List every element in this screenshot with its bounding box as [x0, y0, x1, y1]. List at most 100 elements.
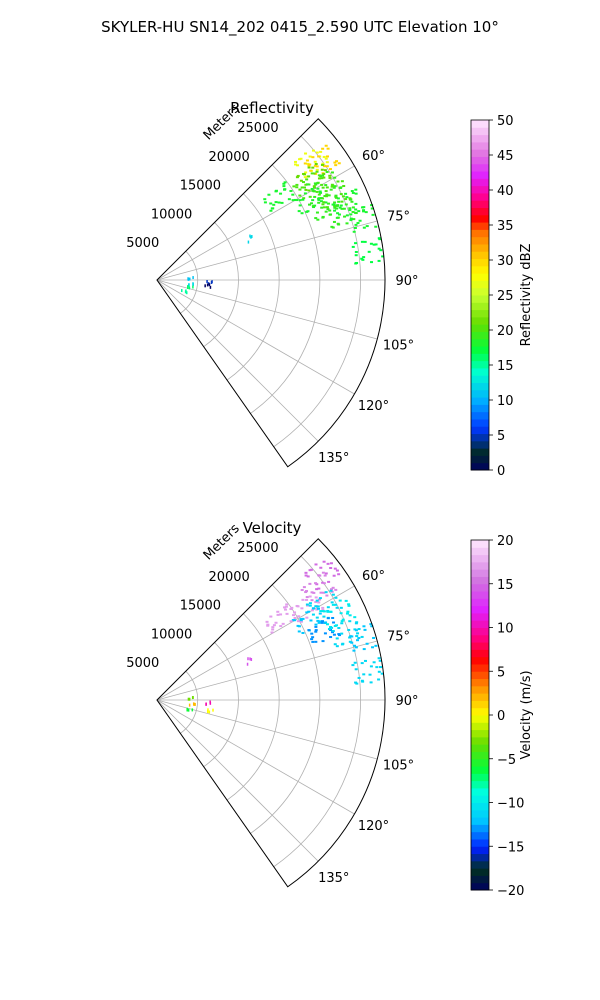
echo-pixel: [320, 163, 324, 166]
echo-pixel: [340, 207, 344, 210]
echo-pixel: [357, 628, 361, 631]
echo-pixel: [320, 168, 324, 171]
echo-pixel: [305, 616, 309, 619]
colorbar-segment: [471, 127, 489, 136]
radius-tick-label: 10000: [151, 207, 192, 222]
echo-pixel: [360, 635, 364, 638]
echo-pixel: [322, 155, 326, 158]
colorbar-segment: [471, 583, 489, 592]
colorbar-segment: [471, 591, 489, 599]
colorbar-segment: [471, 744, 489, 752]
echo-pixel: [192, 695, 194, 699]
echo-pixel: [302, 186, 306, 189]
echo-pixel: [191, 708, 194, 712]
echo-pixel: [332, 203, 336, 206]
echo-pixel: [305, 178, 309, 181]
colorbar-segment: [471, 207, 489, 216]
echo-pixel: [271, 207, 275, 210]
colorbar-segment: [471, 265, 489, 274]
echo-pixel: [310, 172, 314, 175]
echo-pixel: [281, 622, 285, 625]
grid-radial: [156, 279, 378, 340]
echo-pixel: [374, 225, 378, 228]
colorbar-segment: [471, 331, 489, 340]
echo-pixel: [321, 608, 325, 611]
colorbar-segment: [471, 817, 489, 825]
colorbar-segment: [471, 831, 489, 840]
colorbar-segment: [471, 382, 489, 391]
echo-pixel: [287, 198, 291, 201]
echo-pixel: [274, 621, 278, 624]
echo-pixel: [308, 203, 312, 206]
echo-pixel: [357, 676, 361, 679]
echo-pixel: [310, 187, 314, 190]
echo-pixel: [325, 594, 329, 597]
echo-pixel: [305, 598, 309, 601]
echo-pixel: [307, 189, 311, 192]
echo-pixel: [328, 209, 332, 212]
colorbar-segment: [471, 795, 489, 803]
grid-radial: [156, 279, 319, 442]
echo-pixel: [323, 574, 327, 577]
echo-pixel: [297, 630, 301, 633]
colorbar-tick-label: 35: [497, 219, 514, 234]
echo-pixel: [304, 188, 308, 191]
panel-title: Reflectivity: [230, 99, 314, 117]
colorbar-segment: [471, 860, 489, 869]
grid-radial: [156, 220, 378, 281]
grid-arc: [226, 193, 280, 381]
colorbar-segment: [471, 715, 489, 723]
echo-pixel: [322, 615, 326, 618]
echo-pixel: [355, 261, 359, 264]
echo-pixel: [337, 633, 341, 636]
grid-arc: [226, 613, 280, 801]
colorbar-segment: [471, 656, 489, 665]
echo-pixel: [321, 147, 325, 150]
echo-pixel: [294, 160, 298, 163]
echo-pixel: [204, 284, 206, 288]
echo-pixel: [326, 202, 330, 205]
echo-pixel: [377, 259, 381, 262]
echo-pixel: [314, 605, 318, 608]
colorbar: −20 −15 −10 −5 0 5 10 15 20 Velocity (m/s): [470, 534, 534, 899]
echo-pixel: [337, 223, 341, 226]
echo-pixel: [314, 563, 318, 566]
echo-pixel: [311, 205, 315, 208]
theta-tick-label: 60°: [362, 569, 385, 584]
echo-pixel: [320, 621, 324, 624]
colorbar-segment: [471, 547, 489, 556]
echo-pixel: [325, 186, 329, 189]
grid-radial: [156, 279, 355, 395]
echo-pixel: [367, 250, 371, 253]
colorbar-segment: [471, 433, 489, 442]
echo-pixel: [379, 249, 383, 252]
echo-pixel: [351, 245, 355, 248]
echo-pixel: [319, 591, 323, 594]
radius-tick-label: 10000: [151, 627, 192, 642]
echo-pixel: [310, 591, 314, 594]
echo-pixel: [315, 151, 319, 154]
colorbar-segment: [471, 882, 489, 891]
colorbar-tick-label: 15: [497, 578, 514, 593]
figure-title: SKYLER-HU SN14_202 0415_2.590 UTC Elevat…: [101, 18, 499, 37]
echo-pixel: [315, 599, 319, 602]
echo-pixel: [311, 607, 315, 610]
echo-pixel: [352, 218, 356, 221]
theta-tick-label: 135°: [318, 871, 349, 886]
colorbar-segment: [471, 353, 489, 362]
colorbar-segment: [471, 707, 489, 716]
colorbar-segment: [471, 671, 489, 680]
echo-pixel: [299, 618, 303, 621]
echo-pixel: [277, 201, 281, 204]
echo-pixel: [324, 201, 328, 204]
echo-pixel: [375, 666, 379, 669]
echo-pixel: [263, 198, 267, 201]
echo-pixel: [308, 604, 312, 607]
grid-radial: [156, 640, 378, 701]
echo-pixel: [339, 204, 343, 207]
colorbar-segment: [471, 787, 489, 796]
colorbar-tick-label: 40: [497, 184, 514, 199]
colorbar-segment: [471, 309, 489, 318]
colorbar-segment: [471, 324, 489, 332]
echo-pixel: [284, 605, 288, 608]
